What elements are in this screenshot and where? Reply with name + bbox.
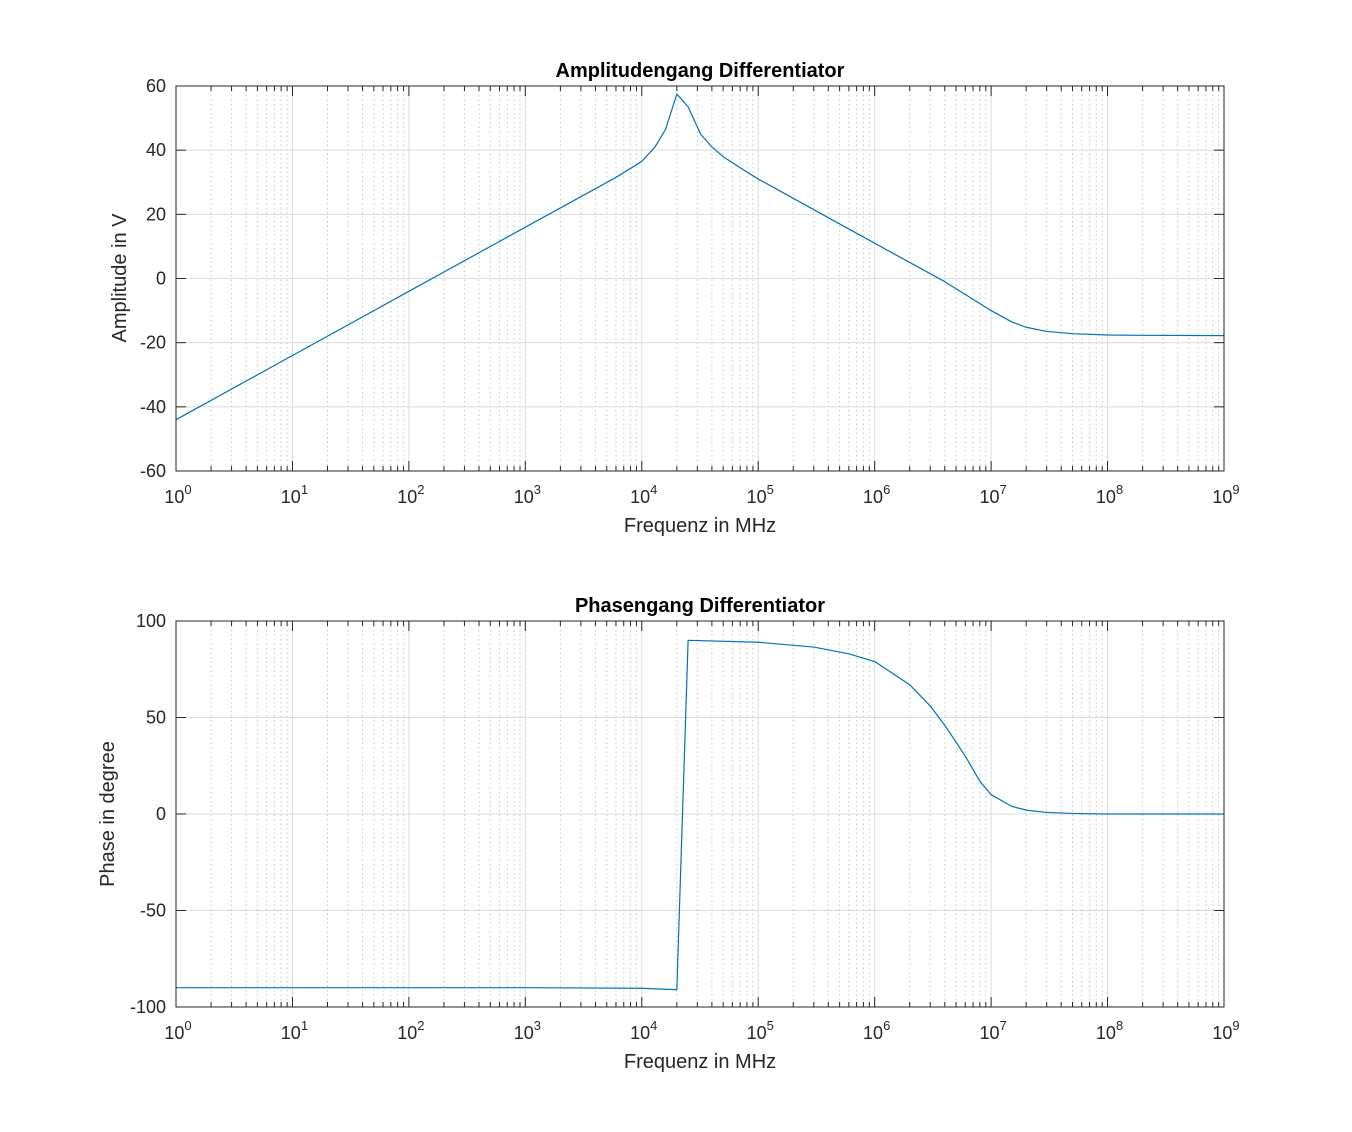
amplitude-axes-box	[175, 85, 1225, 472]
amplitude-y-tick-label: 60	[146, 76, 166, 96]
amplitude-x-tick-label: 109	[1212, 482, 1239, 507]
amplitude-x-tick-label: 104	[630, 482, 657, 507]
amplitude-chart-title: Amplitudengang Differentiator	[556, 60, 845, 82]
phase-x-tick-label: 102	[397, 1018, 424, 1043]
amplitude-y-tick-label: 20	[146, 204, 166, 224]
amplitude-y-tick-label: -20	[140, 333, 166, 353]
phase-y-tick-label: 50	[146, 708, 166, 728]
amplitude-x-tick-label: 100	[164, 482, 191, 507]
phase-x-tick-label: 104	[630, 1018, 657, 1043]
phase-y-tick-label: 100	[136, 611, 166, 631]
phase-x-tick-label: 105	[747, 1018, 774, 1043]
phase-series-line	[176, 639, 1224, 991]
phase-tick-labels: 100 101 102 103 104 105 106 107 108 109 -100 -50 0 50…	[130, 611, 1240, 1043]
amplitude-x-tick-label: 103	[514, 482, 541, 507]
phase-x-tick-label: 100	[164, 1018, 191, 1043]
amplitude-y-tick-label: -40	[140, 397, 166, 417]
phase-x-tick-label: 103	[514, 1018, 541, 1043]
phase-y-tick-label: -50	[140, 901, 166, 921]
amplitude-y-tick-label: -60	[140, 461, 166, 481]
phase-x-tick-label: 108	[1096, 1018, 1123, 1043]
amplitude-series-line	[175, 93, 1225, 421]
amplitude-tick-labels: 100 101 102 103 104 105 106 107 108 109 -60 -40 -20 0…	[140, 76, 1240, 507]
amplitude-chart: 100 101 102 103 104 105 106 107 108 109 -60 -40 -20 0…	[109, 60, 1240, 537]
amplitude-y-axis-label: Amplitude in V	[109, 213, 131, 343]
amplitude-series	[175, 93, 1225, 421]
phase-series	[176, 639, 1224, 991]
amplitude-x-tick-label: 101	[281, 482, 308, 507]
phase-chart: 100 101 102 103 104 105 106 107 108 109 -100 -50 0 50…	[97, 595, 1240, 1073]
phase-y-axis-label: Phase in degree	[97, 741, 119, 887]
phase-ticks	[175, 620, 1225, 1008]
phase-minor-grid	[210, 621, 1220, 1007]
phase-x-tick-label: 109	[1212, 1018, 1239, 1043]
phase-x-tick-label: 101	[281, 1018, 308, 1043]
amplitude-major-grid	[176, 86, 1224, 471]
amplitude-y-tick-label: 40	[146, 140, 166, 160]
phase-axes-box	[175, 620, 1225, 1008]
phase-chart-title: Phasengang Differentiator	[575, 595, 825, 617]
amplitude-x-tick-label: 108	[1096, 482, 1123, 507]
phase-x-tick-label: 106	[863, 1018, 890, 1043]
amplitude-ticks	[175, 85, 1225, 472]
phase-y-tick-label: -100	[130, 997, 166, 1017]
amplitude-x-axis-label: Frequenz in MHz	[624, 515, 776, 537]
phase-y-tick-label: 0	[156, 804, 166, 824]
amplitude-x-tick-label: 106	[863, 482, 890, 507]
amplitude-x-tick-label: 107	[979, 482, 1006, 507]
amplitude-y-tick-label: 0	[156, 269, 166, 289]
amplitude-x-tick-label: 102	[397, 482, 424, 507]
phase-x-tick-label: 107	[979, 1018, 1006, 1043]
phase-x-axis-label: Frequenz in MHz	[624, 1051, 776, 1073]
amplitude-x-tick-label: 105	[747, 482, 774, 507]
